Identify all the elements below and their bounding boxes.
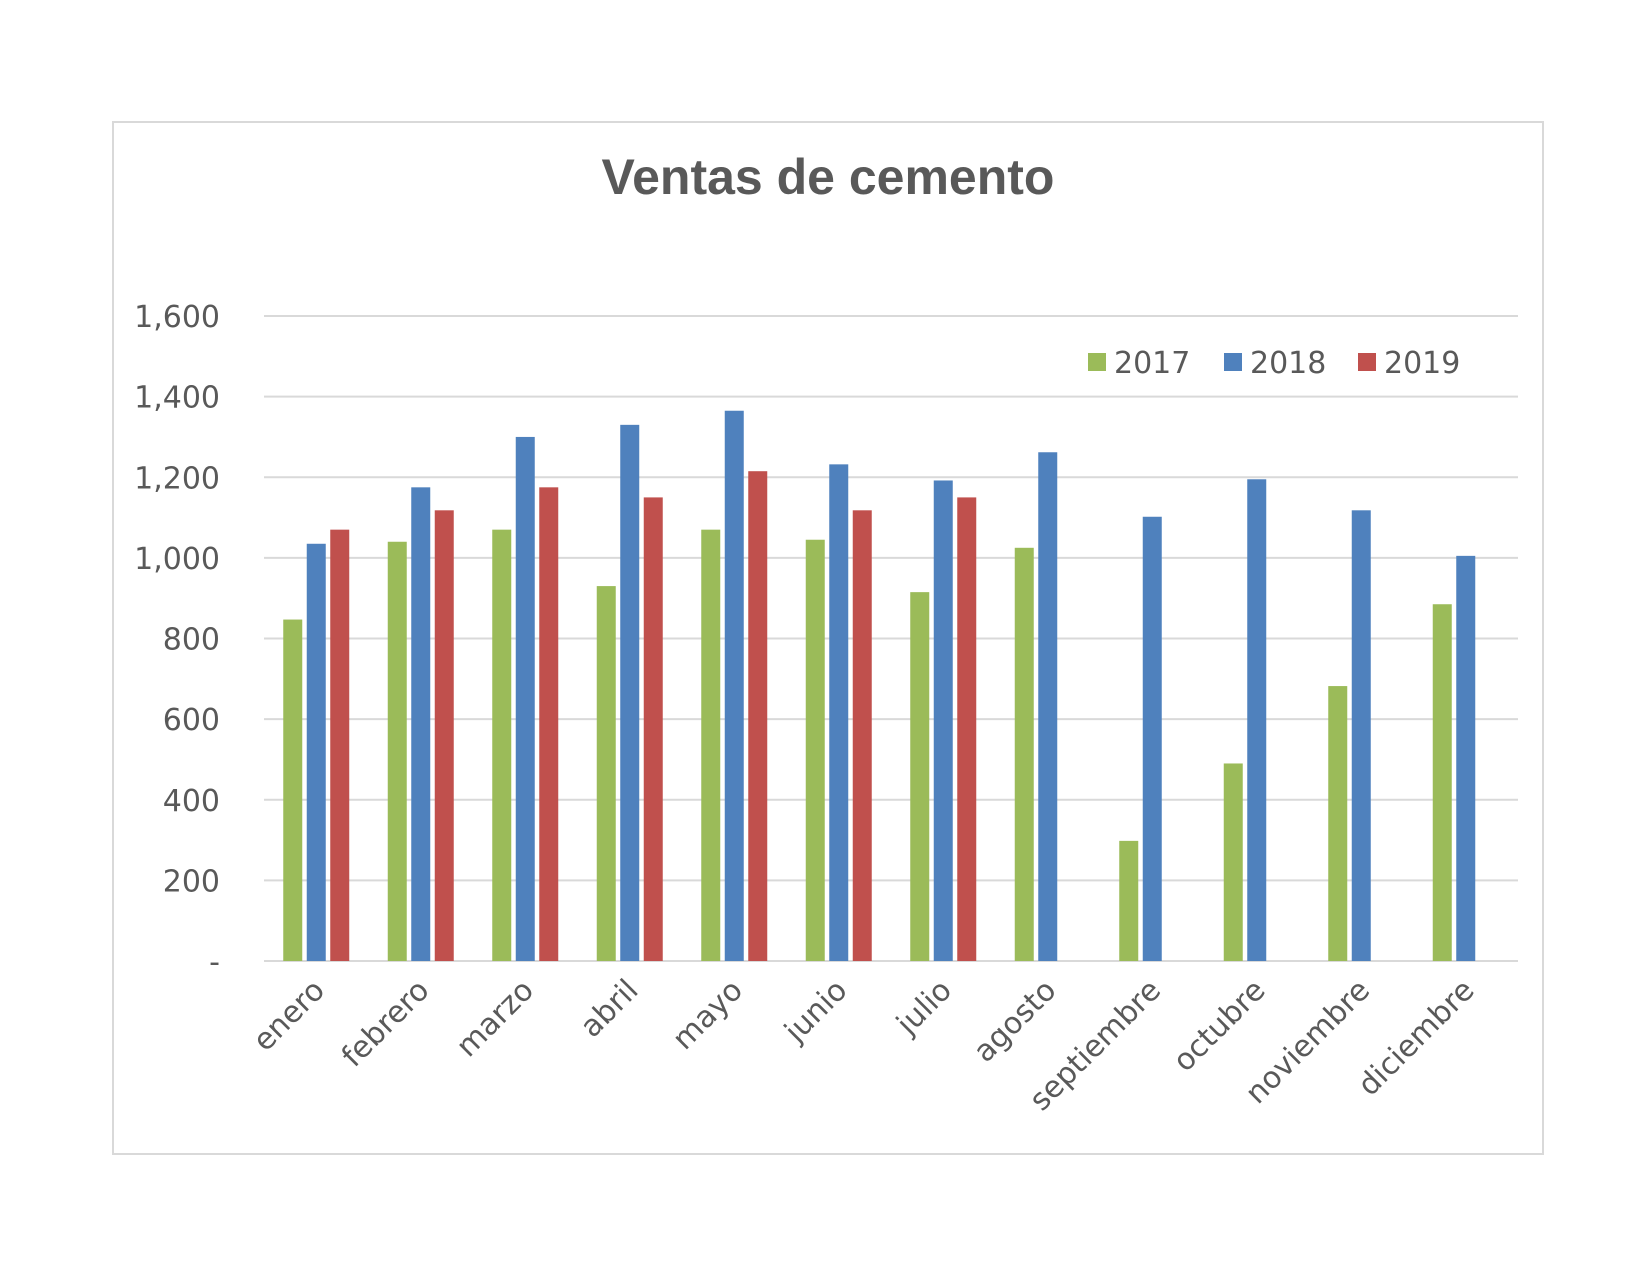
bar-2017-junio: [805, 539, 825, 961]
legend-label-2017: 2017: [1114, 346, 1190, 381]
x-tick-label: octubre: [1166, 973, 1272, 1079]
bar-2017-noviembre: [1328, 686, 1348, 961]
y-tick-label: 1,200: [134, 461, 220, 496]
legend-label-2018: 2018: [1250, 346, 1326, 381]
bars: [283, 410, 1476, 961]
y-tick-label: 200: [163, 864, 220, 899]
bar-2017-agosto: [1014, 547, 1034, 961]
chart-title: Ventas de cemento: [602, 149, 1055, 205]
legend-label-2019: 2019: [1384, 346, 1460, 381]
bar-2017-diciembre: [1432, 604, 1452, 961]
bar-2019-mayo: [748, 471, 768, 961]
y-tick-label: 600: [163, 703, 220, 738]
bar-2019-enero: [330, 529, 350, 961]
bar-2018-diciembre: [1456, 555, 1476, 961]
bar-2017-abril: [596, 586, 616, 961]
bar-2017-marzo: [492, 529, 512, 961]
x-tick-label: enero: [246, 973, 332, 1059]
x-tick-label: mayo: [666, 973, 750, 1057]
y-tick-label: 1,600: [134, 300, 220, 335]
bar-2018-septiembre: [1142, 516, 1162, 961]
x-axis-ticks: enero febrero marzo abril mayo junio julio agos…: [246, 973, 1481, 1118]
bar-2018-abril: [620, 424, 640, 961]
bar-2018-agosto: [1038, 452, 1058, 961]
bar-2018-octubre: [1247, 479, 1267, 961]
bar-2019-junio: [852, 510, 872, 961]
x-tick-label: abril: [574, 973, 646, 1045]
legend-swatch-2019: [1358, 353, 1376, 371]
bar-2019-abril: [643, 497, 663, 961]
y-tick-label: -: [209, 945, 220, 980]
legend-swatch-2018: [1224, 353, 1242, 371]
bar-2017-mayo: [701, 529, 721, 961]
bar-2018-marzo: [515, 436, 535, 961]
legend-swatch-2017: [1088, 353, 1106, 371]
bar-2019-julio: [957, 497, 977, 961]
grid-lines: [264, 315, 1518, 962]
bar-2017-julio: [910, 592, 930, 961]
y-tick-label: 1,400: [134, 381, 220, 416]
y-axis-ticks: - 200 400 600 800 1,000 1,200 1,400 1,600: [134, 300, 220, 980]
bar-2017-enero: [283, 619, 303, 961]
bar-2018-noviembre: [1351, 510, 1371, 961]
bar-2018-enero: [306, 543, 326, 961]
bar-2018-febrero: [411, 487, 431, 961]
bar-2017-octubre: [1223, 763, 1243, 961]
x-tick-label: marzo: [450, 973, 541, 1064]
bar-2017-septiembre: [1119, 840, 1139, 961]
bar-2018-julio: [933, 480, 953, 961]
bar-2018-mayo: [724, 410, 744, 961]
bar-2017-febrero: [387, 541, 407, 961]
y-tick-label: 800: [163, 623, 220, 658]
x-tick-label: febrero: [335, 973, 436, 1074]
legend: 2017 2018 2019: [1088, 346, 1460, 381]
x-tick-label: junio: [777, 973, 854, 1050]
y-tick-label: 1,000: [134, 542, 220, 577]
y-tick-label: 400: [163, 784, 220, 819]
bar-2019-marzo: [539, 487, 559, 961]
bar-2018-junio: [829, 464, 849, 961]
bar-2019-febrero: [434, 510, 454, 961]
x-tick-label: julio: [889, 973, 959, 1043]
x-tick-label: agosto: [967, 973, 1064, 1070]
